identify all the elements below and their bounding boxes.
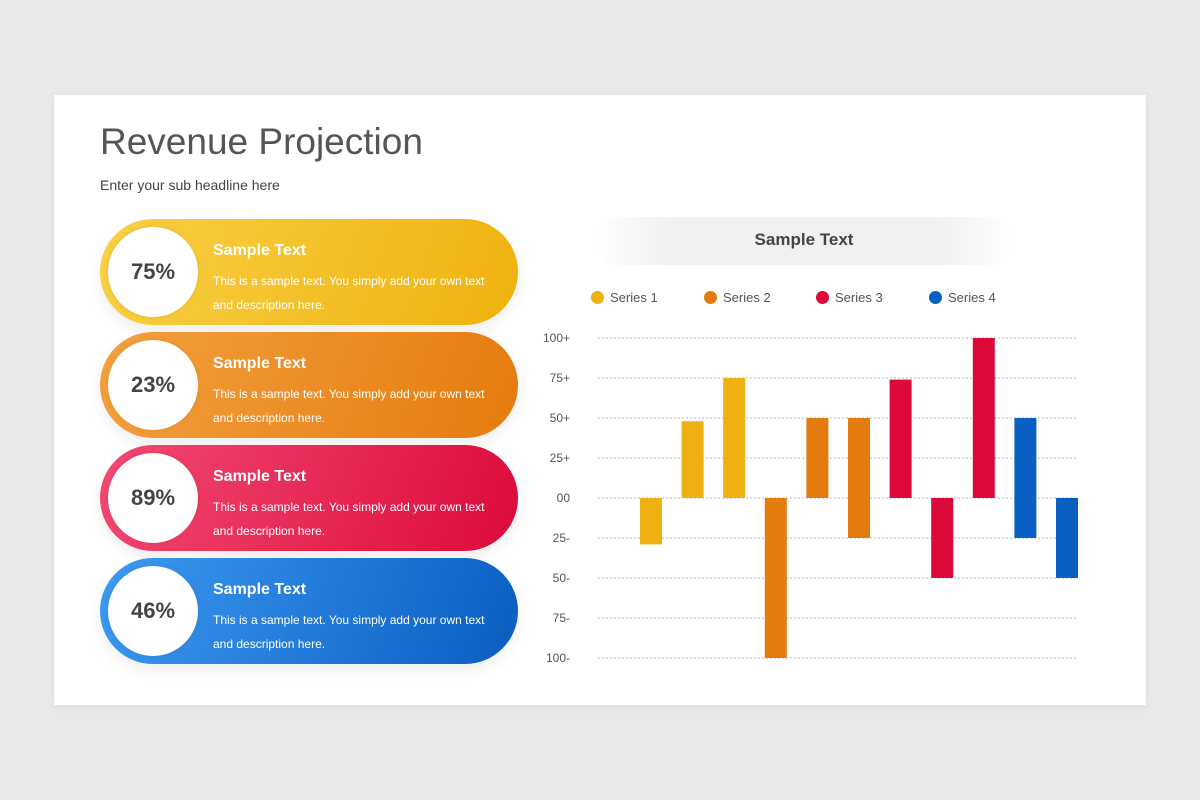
y-tick-label: 50-	[553, 571, 570, 585]
legend-marker	[929, 291, 942, 304]
bar-6	[848, 418, 870, 538]
stat-percent: 75%	[108, 227, 198, 317]
legend-label: Series 2	[723, 290, 771, 305]
slide: Revenue Projection Enter your sub headli…	[54, 95, 1146, 705]
bar-chart: 100+ 75+ 50+ 25+ 00 25- 50- 75- 100-	[543, 331, 1078, 665]
bar-10	[1014, 418, 1037, 538]
bar-1	[640, 498, 662, 545]
stat-description: This is a sample text. You simply add yo…	[213, 387, 485, 425]
stat-percent: 46%	[108, 566, 198, 656]
stat-description: This is a sample text. You simply add yo…	[213, 613, 485, 651]
bar-9	[972, 338, 995, 498]
y-tick-label: 00	[557, 491, 571, 505]
legend-marker	[816, 291, 829, 304]
page-title: Revenue Projection	[100, 121, 423, 162]
y-tick-label: 75+	[550, 371, 570, 385]
bar-3	[723, 378, 746, 498]
bar-4	[764, 498, 787, 658]
bar-2	[681, 421, 704, 498]
legend-marker	[704, 291, 717, 304]
stat-title: Sample Text	[213, 581, 307, 598]
chart-title: Sample Text	[754, 230, 854, 249]
legend-marker	[591, 291, 604, 304]
legend-label: Series 4	[948, 290, 996, 305]
stat-percent: 23%	[108, 340, 198, 430]
bar-7	[889, 379, 912, 498]
stat-title: Sample Text	[213, 355, 307, 372]
stat-card-1: 75% Sample Text This is a sample text. Y…	[100, 219, 518, 325]
legend-label: Series 1	[610, 290, 658, 305]
stat-title: Sample Text	[213, 242, 307, 259]
page-subtitle: Enter your sub headline here	[100, 177, 280, 193]
chart-title-banner	[594, 217, 1014, 265]
stat-card-2: 23% Sample Text This is a sample text. Y…	[100, 332, 518, 438]
y-tick-label: 25-	[553, 531, 570, 545]
y-tick-label: 25+	[550, 451, 570, 465]
stat-card-3: 89% Sample Text This is a sample text. Y…	[100, 445, 518, 551]
stat-percent: 89%	[108, 453, 198, 543]
y-tick-label: 50+	[550, 411, 570, 425]
y-tick-label: 100-	[546, 651, 570, 665]
y-tick-label: 75-	[553, 611, 570, 625]
y-tick-label: 100+	[543, 331, 570, 345]
bar-5	[806, 418, 829, 498]
stat-description: This is a sample text. You simply add yo…	[213, 500, 485, 538]
bar-11	[1056, 498, 1078, 578]
stat-card-4: 46% Sample Text This is a sample text. Y…	[100, 558, 518, 664]
legend-label: Series 3	[835, 290, 883, 305]
stat-description: This is a sample text. You simply add yo…	[213, 274, 485, 312]
bar-8	[931, 498, 954, 578]
stat-title: Sample Text	[213, 468, 307, 485]
